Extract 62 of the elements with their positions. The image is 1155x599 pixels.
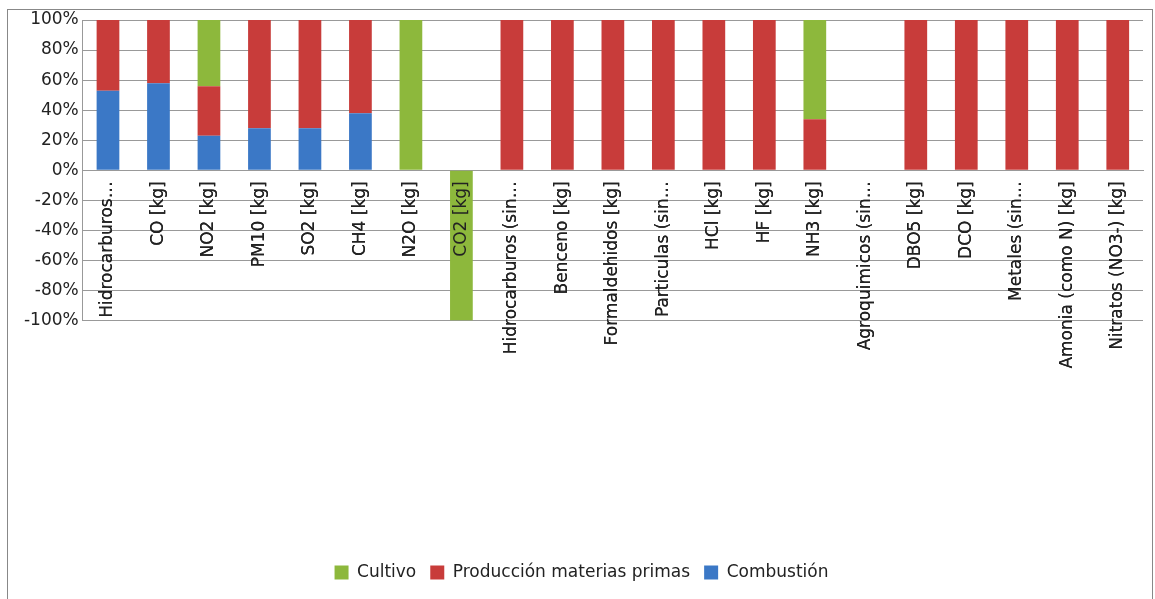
legend-label: Producción materias primas <box>452 560 691 581</box>
y-tick-label: 0% <box>51 158 79 179</box>
bar <box>1106 20 1130 170</box>
bar <box>954 20 978 170</box>
x-tick-label: CH4 [kg] <box>348 181 369 257</box>
x-tick-label: DCO [kg] <box>954 181 975 259</box>
y-tick-label: -60% <box>34 248 79 269</box>
x-tick-label: Nitratos (NO3-) [kg] <box>1106 181 1127 350</box>
bar <box>96 20 120 91</box>
x-tick-label: Benceno [kg] <box>550 181 571 295</box>
x-tick-label: CO2 [kg] <box>449 181 470 257</box>
x-tick-label: Particulas (sin… <box>651 181 672 318</box>
bar <box>904 20 928 170</box>
bar <box>500 20 524 170</box>
x-tick-label: DBO5 [kg] <box>904 181 925 270</box>
bar <box>349 20 372 114</box>
bar <box>652 20 675 170</box>
x-tick-label: Hidrocarburos… <box>96 181 117 318</box>
y-tick-label: 80% <box>40 38 79 59</box>
x-tick-label: Amonia (como N) [kg] <box>1055 181 1076 369</box>
x-tick-label: CO [kg] <box>146 181 167 246</box>
y-tick-label: 60% <box>40 68 79 89</box>
legend-label: Cultivo <box>357 560 417 581</box>
bar <box>601 20 625 170</box>
bar <box>1005 20 1029 170</box>
y-tick-label: 40% <box>40 98 79 119</box>
y-tick-label: 100% <box>30 8 79 29</box>
bar <box>197 20 221 87</box>
bar <box>197 86 221 136</box>
x-tick-label: Metales (sin… <box>1005 181 1026 301</box>
bar <box>147 20 170 84</box>
bar <box>147 83 170 170</box>
bar <box>96 90 120 170</box>
x-tick-label: SO2 [kg] <box>298 181 319 256</box>
bar <box>803 20 827 120</box>
x-tick-label: N2O [kg] <box>399 181 420 258</box>
y-tick-label: -100% <box>23 309 79 330</box>
y-tick-label: -40% <box>34 218 79 239</box>
bar <box>803 119 827 170</box>
x-tick-label: PM10 [kg] <box>247 181 268 268</box>
x-tick-label: HF [kg] <box>752 181 773 244</box>
y-tick-label: -80% <box>34 278 79 299</box>
x-tick-label: Hidrocarburos (sin… <box>500 181 521 355</box>
x-tick-label: HCl [kg] <box>702 181 723 250</box>
y-tick-label: -20% <box>34 188 79 209</box>
bar <box>298 128 322 170</box>
bar <box>702 20 726 170</box>
x-tick-label: Formaldehidos [kg] <box>601 181 622 346</box>
x-tick-label: Agroquimicos (sin… <box>853 181 874 351</box>
bar <box>349 113 372 170</box>
legend-label: Combustión <box>726 560 829 581</box>
bar <box>197 135 221 170</box>
x-tick-label: NO2 [kg] <box>197 181 218 258</box>
bar <box>551 20 574 170</box>
bar <box>248 20 271 129</box>
y-tick-label: 20% <box>40 128 79 149</box>
bar <box>752 20 776 170</box>
bar <box>399 20 423 170</box>
bar <box>298 20 322 129</box>
bar <box>1055 20 1079 170</box>
x-tick-label: NH3 [kg] <box>803 181 824 257</box>
bar <box>248 128 271 170</box>
